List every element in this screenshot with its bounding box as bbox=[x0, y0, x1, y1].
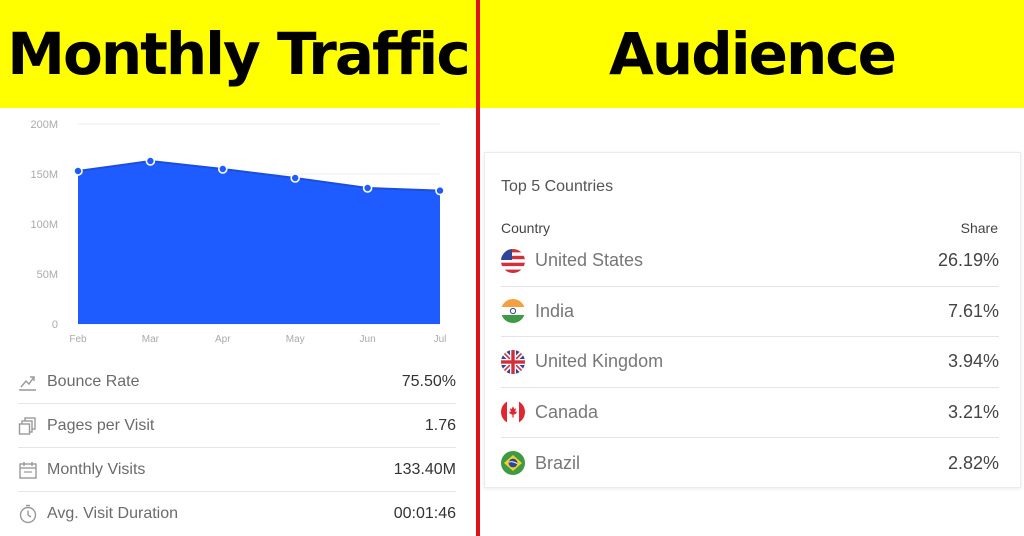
pages-per-visit-icon bbox=[18, 416, 36, 435]
metric-label: Avg. Visit Duration bbox=[47, 505, 179, 522]
metric-row-avg-visit-duration: Avg. Visit Duration 00:01:46 bbox=[18, 492, 456, 536]
traffic-area-chart: 0 50M 100M 150M 200M Feb Mar Apr May Jun Jul bbox=[30, 119, 447, 345]
monthly-traffic-banner: Monthly Traffic bbox=[0, 0, 476, 108]
y-tick-label: 100M bbox=[30, 219, 58, 231]
metric-label: Pages per Visit bbox=[47, 416, 155, 434]
metric-label: Bounce Rate bbox=[47, 372, 140, 390]
country-row-canada: Canada 3.21% bbox=[501, 388, 999, 438]
country-name: Brazil bbox=[535, 452, 581, 473]
x-tick-label: May bbox=[286, 334, 305, 345]
country-row-united-kingdom: United Kingdom 3.94% bbox=[501, 337, 999, 388]
country-name: Canada bbox=[535, 401, 599, 422]
country-row-india: India 7.61% bbox=[501, 287, 999, 337]
data-point bbox=[145, 156, 156, 166]
series-line bbox=[77, 159, 441, 192]
audience-banner: Audience bbox=[480, 0, 1024, 108]
monthly-traffic-title: Monthly Traffic bbox=[7, 20, 470, 88]
y-tick-label: 150M bbox=[30, 169, 58, 181]
country-row-united-states: United States 26.19% bbox=[501, 236, 999, 287]
metric-row-pages-per-visit: Pages per Visit 1.76 bbox=[18, 404, 456, 448]
share-column-header: Share bbox=[960, 220, 998, 236]
metric-value: 75.50% bbox=[401, 372, 456, 390]
data-point bbox=[290, 173, 301, 183]
bounce-rate-icon bbox=[19, 375, 36, 391]
country-share: 3.21% bbox=[947, 401, 999, 422]
country-share: 26.19% bbox=[937, 250, 999, 271]
canada-flag-icon bbox=[501, 400, 525, 425]
x-tick-label: Mar bbox=[142, 334, 160, 345]
x-tick-label: Jul bbox=[434, 334, 447, 345]
y-tick-label: 50M bbox=[37, 269, 58, 281]
metric-value: 133.40M bbox=[393, 460, 456, 478]
top-countries-title: Top 5 Countries bbox=[501, 178, 614, 195]
country-share: 3.94% bbox=[947, 351, 999, 372]
x-tick-label: Apr bbox=[215, 334, 231, 345]
country-name: India bbox=[535, 300, 575, 321]
data-point bbox=[435, 185, 445, 196]
x-tick-label: Feb bbox=[69, 334, 87, 345]
top-countries-card: Top 5 Countries Country Share United Sta… bbox=[484, 152, 1021, 488]
data-point bbox=[73, 166, 83, 176]
clock-icon bbox=[19, 504, 37, 524]
metric-value: 1.76 bbox=[424, 416, 456, 434]
us-flag-icon bbox=[501, 248, 525, 273]
country-share: 2.82% bbox=[947, 452, 999, 473]
data-point bbox=[218, 164, 228, 174]
calendar-icon bbox=[19, 461, 37, 479]
audience-title: Audience bbox=[609, 20, 897, 88]
country-name: United Kingdom bbox=[535, 351, 664, 372]
india-flag-icon bbox=[501, 299, 525, 324]
traffic-metrics-list: Bounce Rate 75.50% Pages per Visit 1.76 … bbox=[18, 360, 456, 536]
y-tick-label: 0 bbox=[52, 319, 58, 331]
data-point bbox=[362, 183, 373, 193]
metric-label: Monthly Visits bbox=[47, 460, 146, 478]
country-row-brazil: Brazil 2.82% bbox=[501, 438, 999, 489]
x-tick-label: Jun bbox=[360, 334, 376, 345]
country-share: 7.61% bbox=[947, 300, 999, 321]
uk-flag-icon bbox=[501, 349, 525, 374]
brazil-flag-icon bbox=[501, 451, 525, 476]
metric-row-monthly-visits: Monthly Visits 133.40M bbox=[18, 448, 456, 492]
country-name: United States bbox=[535, 250, 644, 271]
country-list: United States 26.19% India 7.61% bbox=[501, 236, 999, 489]
metric-value: 00:01:46 bbox=[393, 505, 456, 522]
traffic-area bbox=[78, 161, 440, 324]
y-tick-label: 200M bbox=[30, 119, 58, 131]
country-column-header: Country bbox=[501, 220, 551, 236]
red-divider bbox=[476, 0, 480, 536]
metric-row-bounce-rate: Bounce Rate 75.50% bbox=[18, 360, 456, 404]
